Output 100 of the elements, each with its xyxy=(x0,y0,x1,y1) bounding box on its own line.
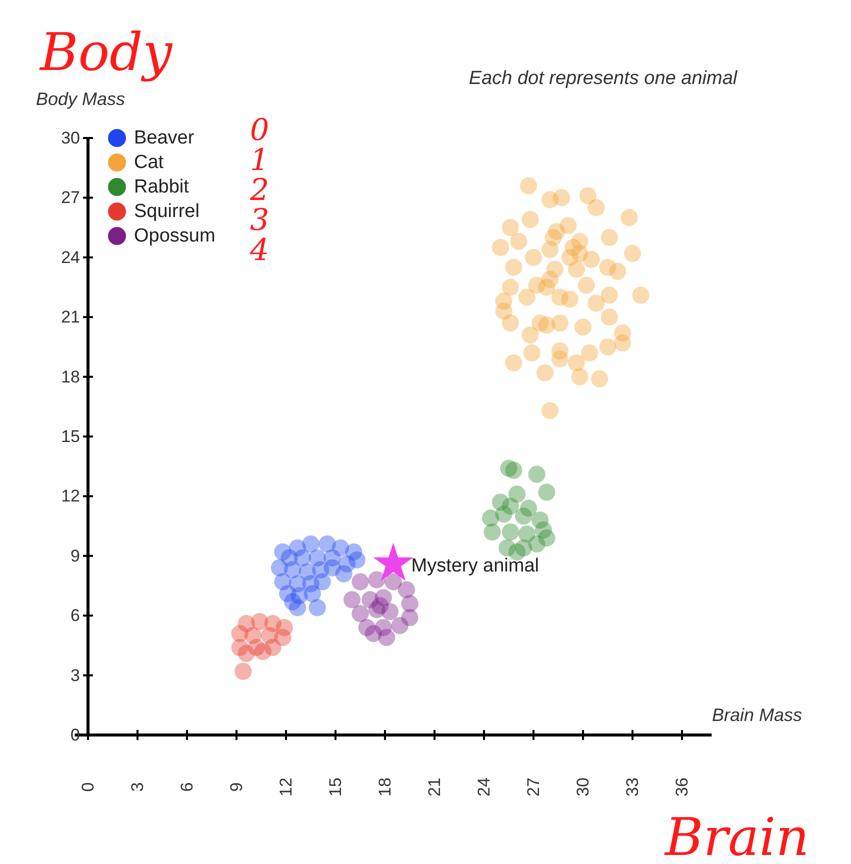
point xyxy=(384,573,402,590)
y-axis-title: Body Mass xyxy=(36,89,126,109)
x-tick-label: 36 xyxy=(672,778,692,796)
point xyxy=(528,535,546,552)
y-tick-label: 15 xyxy=(61,427,80,446)
point xyxy=(552,189,570,206)
point xyxy=(568,354,585,372)
point xyxy=(538,316,556,334)
point xyxy=(571,244,588,262)
legend-label: Beaver xyxy=(134,128,195,148)
point xyxy=(624,244,642,262)
point xyxy=(515,508,532,525)
point xyxy=(492,238,510,256)
point xyxy=(609,262,626,280)
point xyxy=(588,199,605,216)
point xyxy=(368,571,386,588)
point xyxy=(536,364,554,382)
point xyxy=(502,278,519,296)
point xyxy=(364,624,382,642)
point xyxy=(335,565,352,582)
point xyxy=(302,535,320,552)
point xyxy=(274,628,292,646)
point xyxy=(391,617,408,634)
y-tick-label: 3 xyxy=(70,666,80,685)
point xyxy=(522,211,539,228)
legend-label: Rabbit xyxy=(134,176,190,198)
point xyxy=(371,597,389,614)
chart-title: Each dot represents one animal xyxy=(468,68,738,89)
point xyxy=(578,276,595,294)
point xyxy=(528,466,546,483)
legend-label: Cat xyxy=(134,152,164,173)
point xyxy=(620,209,638,226)
y-tick-label: 0 xyxy=(70,726,80,744)
point xyxy=(588,294,605,312)
point xyxy=(600,228,618,246)
point xyxy=(378,628,396,646)
point xyxy=(541,402,559,420)
point xyxy=(600,308,618,326)
point xyxy=(523,344,540,362)
x-tick-label: 0 xyxy=(78,782,98,792)
point xyxy=(538,278,556,296)
point xyxy=(561,290,578,308)
point xyxy=(520,177,538,194)
point xyxy=(284,593,302,610)
point xyxy=(551,350,568,368)
x-tick-label: 24 xyxy=(474,778,494,796)
annotation: Mystery animal xyxy=(411,555,539,576)
y-tick-label: 30 xyxy=(61,128,80,148)
point xyxy=(352,605,369,622)
point xyxy=(518,288,536,306)
y-tick-label: 12 xyxy=(61,486,80,506)
x-tick-label: 21 xyxy=(425,778,444,796)
point xyxy=(234,662,252,680)
x-tick-label: 3 xyxy=(128,782,147,792)
point xyxy=(524,248,542,266)
point xyxy=(304,585,321,602)
point xyxy=(505,354,522,372)
point xyxy=(574,318,592,336)
y-tick-label: 27 xyxy=(61,188,80,208)
legend-label: Opossum xyxy=(134,226,216,246)
point xyxy=(581,344,598,362)
point xyxy=(571,368,588,386)
point xyxy=(538,484,556,501)
point xyxy=(495,506,512,523)
x-tick-label: 18 xyxy=(376,778,394,796)
point xyxy=(560,217,577,234)
point xyxy=(502,523,519,541)
point xyxy=(502,314,519,332)
x-tick-label: 9 xyxy=(227,782,246,792)
point xyxy=(308,599,326,616)
point xyxy=(352,573,369,590)
point xyxy=(614,334,632,352)
point xyxy=(522,326,539,344)
point xyxy=(502,219,519,236)
text: Body xyxy=(39,23,173,83)
x-axis-title: Brain Mass xyxy=(712,705,802,725)
point xyxy=(254,642,272,660)
x-tick-label: 12 xyxy=(276,778,296,796)
y-tick-label: 18 xyxy=(61,367,80,386)
point xyxy=(484,523,501,541)
text: Brain xyxy=(664,808,810,864)
legend-label: Squirrel xyxy=(134,201,200,222)
x-tick-label: 6 xyxy=(178,782,196,792)
point xyxy=(505,462,522,479)
point xyxy=(544,228,562,246)
point xyxy=(600,286,618,304)
x-tick-label: 30 xyxy=(574,778,592,796)
y-tick-label: 21 xyxy=(61,308,80,327)
y-tick-label: 9 xyxy=(70,546,80,566)
x-tick-label: 33 xyxy=(623,778,642,796)
point xyxy=(505,258,522,276)
point xyxy=(599,338,616,356)
point xyxy=(579,187,597,204)
point xyxy=(632,286,650,304)
point xyxy=(343,591,361,608)
y-tick-label: 24 xyxy=(61,248,80,267)
point xyxy=(590,370,608,388)
x-tick-label: 27 xyxy=(524,778,543,796)
point xyxy=(401,595,418,612)
y-tick-label: 6 xyxy=(70,606,80,626)
